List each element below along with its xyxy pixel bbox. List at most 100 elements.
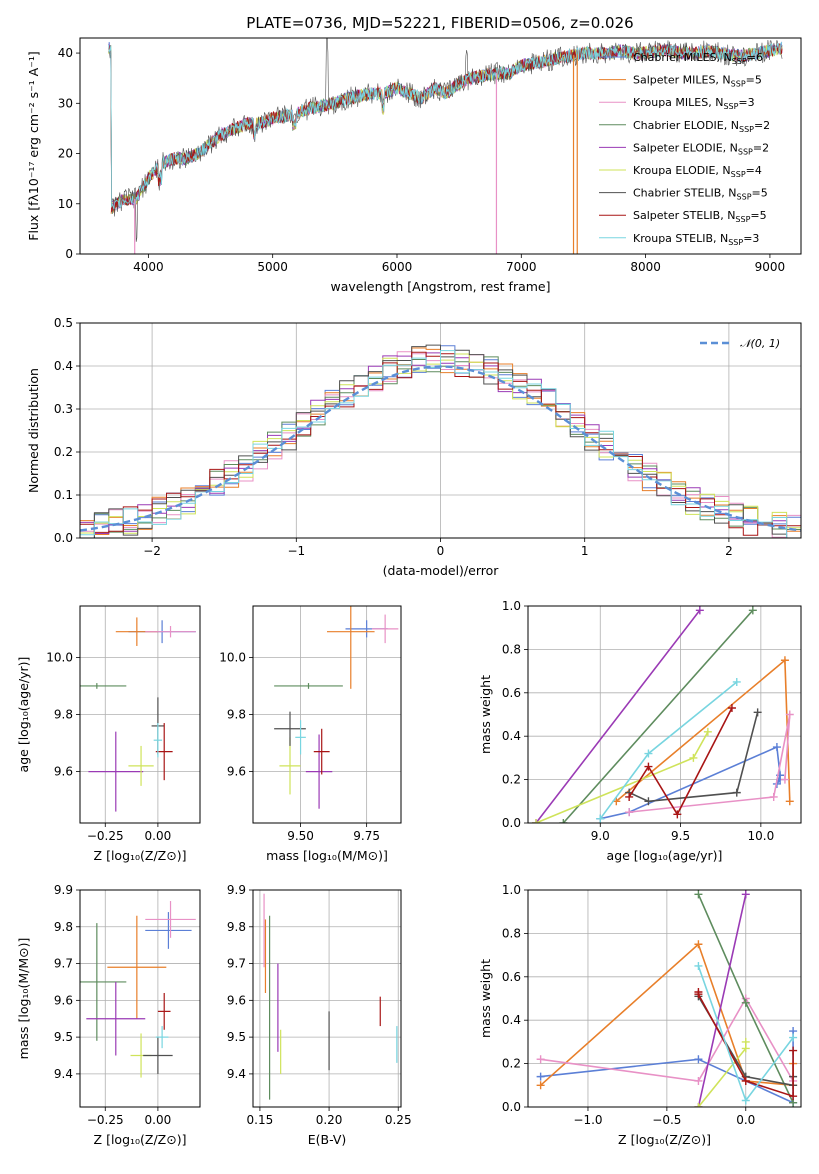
- plot-area-age_vs_mass: [274, 606, 399, 809]
- tick-label-x: 1: [581, 544, 589, 558]
- weight-marker-5-2: [703, 727, 712, 736]
- weight-marker-7-2: [741, 1076, 750, 1085]
- tick-label-y: 9.6: [227, 993, 246, 1007]
- weight-marker-2-1: [694, 1076, 703, 1085]
- tick-label-x: 9000: [755, 260, 786, 274]
- axis-label-x: Z [log₁₀(Z/Z⊙)]: [618, 1132, 711, 1147]
- tick-label-y: 0: [65, 247, 73, 261]
- tick-label-y: 9.8: [54, 920, 73, 934]
- normal-curve: [80, 365, 801, 532]
- weight-marker-8-1: [741, 1096, 750, 1105]
- tick-label-y: 0.0: [54, 531, 73, 545]
- axis-label-y: Normed distribution: [26, 368, 41, 493]
- weight-line-3: [562, 609, 754, 823]
- tick-label-y: 9.9: [54, 883, 73, 897]
- weight-marker-5-1: [689, 753, 698, 762]
- tick-label-y: 30: [58, 96, 73, 110]
- weight-marker-8-1: [644, 749, 653, 758]
- legend-entry-7: Salpeter STELIB, NSSP=5: [633, 209, 767, 224]
- plot-area-mass_vs_ebv: [263, 893, 398, 1100]
- panel-mass_vs_Z: [76, 889, 201, 1111]
- weight-marker-1-0: [536, 1081, 545, 1090]
- tick-label-x: −0.25: [87, 829, 124, 843]
- weight-marker-2-1: [769, 792, 778, 801]
- weight-marker-2-0: [536, 1055, 545, 1064]
- tick-label-y: 1.0: [502, 599, 521, 613]
- axis-label-x: E(B-V): [308, 1132, 347, 1147]
- tick-label-y: 9.8: [54, 708, 73, 722]
- axes-frame-age_vs_mass: [252, 605, 402, 824]
- axis-label-y: Flux [fλ10⁻¹⁷ erg cm⁻² s⁻¹ A⁻¹]: [26, 51, 41, 240]
- weight-line-2: [540, 996, 794, 1082]
- legend-entry-3: Chabrier ELODIE, NSSP=2: [633, 119, 770, 134]
- tick-label-y: 0.0: [502, 1100, 521, 1114]
- panel-mass_weight_vs_age: [524, 605, 802, 827]
- tick-label-y: 0.8: [502, 926, 521, 940]
- tick-label-y: 0.4: [54, 359, 73, 373]
- tick-label-y: 0.2: [502, 1057, 521, 1071]
- tick-label-y: 10: [58, 197, 73, 211]
- axis-label-x: Z [log₁₀(Z/Z⊙)]: [94, 1132, 187, 1147]
- weight-marker-2-0: [625, 808, 634, 817]
- axis-label-x: (data-model)/error: [383, 563, 500, 578]
- axis-label-x: wavelength [Angstrom, rest frame]: [330, 279, 550, 294]
- weight-marker-2-3: [780, 775, 789, 784]
- tick-label-y: 10.0: [219, 650, 246, 664]
- weight-marker-8-0: [694, 961, 703, 970]
- tick-label-y: 20: [58, 147, 73, 161]
- tick-label-y: 9.5: [227, 1030, 246, 1044]
- weight-marker-6-3: [753, 708, 762, 717]
- tick-label-x: 5000: [257, 260, 288, 274]
- weight-marker-3-1: [748, 606, 757, 615]
- tick-label-x: 7000: [506, 260, 537, 274]
- plot-area-mass_vs_Z: [80, 901, 196, 1078]
- figure-title: PLATE=0736, MJD=52221, FIBERID=0506, z=0…: [246, 14, 633, 32]
- panel-age_vs_mass: [249, 605, 402, 827]
- weight-line-4: [535, 609, 701, 823]
- weight-line-7: [628, 707, 733, 816]
- weight-marker-1-2: [785, 797, 794, 806]
- weight-marker-7-1: [694, 990, 703, 999]
- tick-label-x: −0.5: [652, 1113, 681, 1127]
- legend-entry-1: Salpeter MILES, NSSP=5: [633, 74, 762, 89]
- weight-marker-3-1: [741, 998, 750, 1007]
- tick-label-x: −2: [143, 544, 161, 558]
- axes-frame-age_vs_Z: [79, 605, 201, 824]
- tick-label-y: 0.0: [502, 816, 521, 830]
- legend-entry-normal: 𝒩(0, 1): [740, 337, 780, 350]
- weight-marker-3-0: [694, 890, 703, 899]
- weight-marker-7-3: [789, 1092, 798, 1101]
- weight-marker-0-2: [772, 743, 781, 752]
- weight-marker-2-2: [785, 710, 794, 719]
- tick-label-y: 9.6: [54, 765, 73, 779]
- panel-mass_weight_vs_Z: [524, 889, 802, 1111]
- plot-area-age_vs_Z: [80, 617, 196, 812]
- weight-marker-5-0: [694, 1103, 703, 1107]
- tick-label-y: 9.8: [227, 920, 246, 934]
- tick-label-x: 9.50: [287, 829, 314, 843]
- tick-label-y: 9.4: [227, 1067, 246, 1081]
- legend-entry-4: Salpeter ELODIE, NSSP=2: [633, 141, 769, 156]
- spectrum-line-8: [108, 42, 783, 210]
- weight-marker-3-0: [559, 819, 568, 823]
- axis-label-y: mass weight: [478, 959, 493, 1038]
- tick-label-x: 4000: [133, 260, 164, 274]
- tick-label-y: 9.9: [227, 883, 246, 897]
- axes-frame-mass_weight_vs_Z: [527, 889, 802, 1108]
- tick-label-x: 0.00: [145, 1113, 172, 1127]
- tick-label-x: 2: [725, 544, 733, 558]
- panel-spectrum: Chabrier MILES, NSSP=6 Salpeter MILES, NS…: [76, 37, 802, 258]
- tick-label-y: 9.4: [54, 1067, 73, 1081]
- axes-frame-residuals: [79, 322, 802, 539]
- tick-label-x: 0.25: [385, 1113, 412, 1127]
- panel-mass_vs_ebv: [249, 889, 402, 1111]
- weight-marker-4-1: [741, 890, 750, 899]
- tick-label-x: 8000: [630, 260, 661, 274]
- axes-frame-mass_vs_Z: [79, 889, 201, 1108]
- tick-label-y: 0.3: [54, 402, 73, 416]
- weight-marker-6-2: [732, 788, 741, 797]
- weight-marker-7-4: [789, 1046, 798, 1055]
- tick-label-y: 0.6: [502, 970, 521, 984]
- legend-entry-6: Chabrier STELIB, NSSP=5: [633, 187, 768, 202]
- plot-area-mass_weight_vs_Z: [536, 890, 798, 1107]
